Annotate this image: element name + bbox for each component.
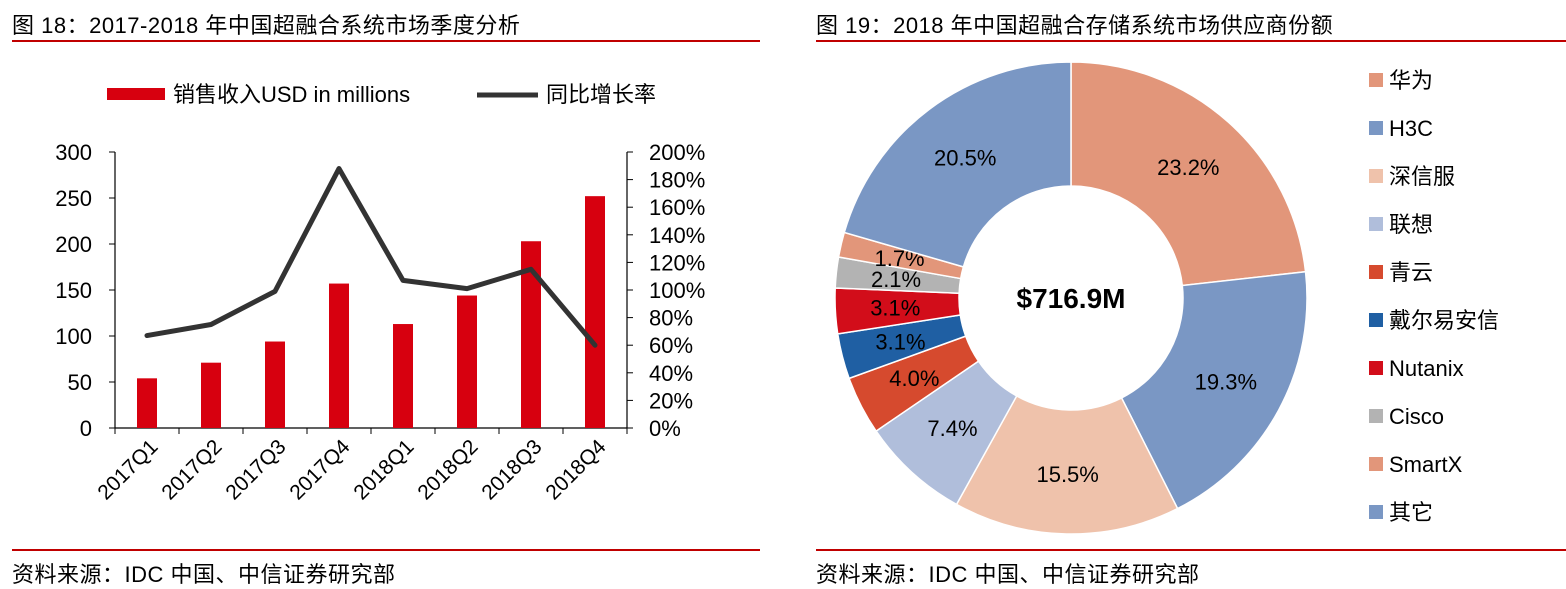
left-y-tick-label: 200: [55, 232, 92, 257]
donut-slice: [1120, 270, 1308, 510]
revenue-bar: [201, 362, 221, 428]
right-y-tick-label: 140%: [649, 223, 705, 248]
right-y-tick-label: 120%: [649, 250, 705, 275]
left-source-note: 资料来源：IDC 中国、中信证券研究部: [12, 562, 396, 587]
legend-line-label: 同比增长率: [546, 82, 656, 107]
right-y-tick-label: 0%: [649, 416, 681, 441]
legend-swatch: [1369, 505, 1383, 519]
legend-swatch: [1369, 313, 1383, 327]
slice-value-label: 15.5%: [1036, 462, 1098, 487]
x-category-label: 2018Q4: [541, 435, 610, 504]
right-title-rule: [816, 40, 1566, 42]
revenue-bar: [329, 283, 349, 428]
x-category-label: 2018Q1: [349, 435, 418, 504]
growth-rate-point: [145, 334, 149, 338]
left-figure-panel: 图 18：2017-2018 年中国超融合系统市场季度分析 销售收入USD in…: [0, 0, 770, 587]
right-y-tick-label: 20%: [649, 388, 693, 413]
right-y-tick-label: 80%: [649, 306, 693, 331]
legend-swatch: [1369, 457, 1383, 471]
left-y-tick-label: 250: [55, 186, 92, 211]
revenue-bar: [393, 324, 413, 428]
slice-value-label: 7.4%: [927, 416, 977, 441]
right-y-tick-label: 100%: [649, 278, 705, 303]
legend-label: 深信服: [1389, 164, 1455, 189]
legend-swatch: [1369, 361, 1383, 375]
legend-label: Cisco: [1389, 404, 1444, 429]
growth-rate-point: [337, 167, 341, 171]
slice-value-label: 20.5%: [934, 145, 996, 170]
revenue-bar: [137, 378, 157, 428]
legend-label: 青云: [1389, 260, 1433, 285]
revenue-bar: [585, 196, 605, 428]
legend-swatch: [1369, 73, 1383, 87]
slice-value-label: 23.2%: [1157, 155, 1219, 180]
growth-rate-point: [209, 323, 213, 326]
legend-label: 戴尔易安信: [1389, 308, 1499, 333]
x-category-label: 2017Q1: [93, 435, 162, 504]
donut-slice: [1070, 61, 1307, 287]
x-category-label: 2017Q2: [157, 435, 226, 504]
legend-label: Nutanix: [1389, 356, 1464, 381]
x-category-label: 2017Q4: [285, 435, 354, 504]
legend-bar-swatch: [107, 88, 165, 100]
left-footer-rule: [12, 549, 760, 551]
revenue-bar: [457, 295, 477, 428]
left-y-tick-label: 0: [80, 416, 92, 441]
donut-slice: [843, 61, 1072, 268]
x-category-label: 2018Q2: [413, 435, 482, 504]
legend-label: H3C: [1389, 116, 1433, 141]
legend-swatch: [1369, 409, 1383, 423]
right-y-tick-label: 160%: [649, 195, 705, 220]
left-figure-title: 图 18：2017-2018 年中国超融合系统市场季度分析: [12, 13, 521, 38]
right-figure-panel: 图 19：2018 年中国超融合存储系统市场供应商份额 23.2% 19.3% 15…: [808, 0, 1566, 587]
legend-label: SmartX: [1389, 452, 1463, 477]
growth-rate-point: [401, 278, 405, 282]
legend-swatch: [1369, 169, 1383, 183]
donut-center-total: $716.9M: [1017, 283, 1126, 314]
right-source-note: 资料来源：IDC 中国、中信证券研究部: [816, 562, 1200, 587]
vendor-share-donut-chart: 23.2%19.3%15.5%7.4%4.0%3.1%3.1%2.1%1.7%2…: [834, 61, 1499, 535]
right-y-tick-label: 40%: [649, 361, 693, 386]
donut-slice: [955, 394, 1179, 535]
growth-rate-line: [144, 166, 598, 348]
left-y-tick-label: 300: [55, 140, 92, 165]
right-y-tick-label: 60%: [649, 333, 693, 358]
growth-rate-point: [593, 343, 597, 347]
right-figure-title: 图 19：2018 年中国超融合存储系统市场供应商份额: [816, 13, 1334, 38]
slice-value-label: 2.1%: [871, 267, 921, 292]
slice-value-label: 3.1%: [875, 330, 925, 355]
left-y-tick-label: 100: [55, 324, 92, 349]
right-footer-rule: [816, 549, 1566, 551]
growth-rate-point: [273, 289, 277, 293]
x-category-label: 2017Q3: [221, 435, 290, 504]
slice-value-label: 19.3%: [1195, 370, 1257, 395]
legend-swatch: [1369, 265, 1383, 279]
revenue-bar: [265, 341, 285, 428]
legend-label: 华为: [1389, 68, 1433, 93]
left-y-tick-label: 150: [55, 278, 92, 303]
right-y-tick-label: 180%: [649, 168, 705, 193]
growth-rate-point: [529, 267, 533, 271]
revenue-bar: [521, 241, 541, 428]
growth-rate-point: [465, 287, 469, 291]
legend-label: 其它: [1389, 500, 1433, 525]
slice-value-label: 4.0%: [889, 366, 939, 391]
right-y-tick-label: 200%: [649, 140, 705, 165]
legend-swatch: [1369, 217, 1383, 231]
quarterly-combo-chart: 销售收入USD in millions 同比增长率 0 50 100 150 200 250 3…: [55, 82, 705, 504]
legend-bar-label: 销售收入USD in millions: [173, 82, 410, 107]
legend-label: 联想: [1389, 212, 1433, 237]
legend-swatch: [1369, 121, 1383, 135]
left-y-tick-label: 50: [68, 370, 92, 395]
x-category-label: 2018Q3: [477, 435, 546, 504]
left-title-rule: [12, 40, 760, 42]
slice-value-label: 3.1%: [870, 296, 920, 321]
